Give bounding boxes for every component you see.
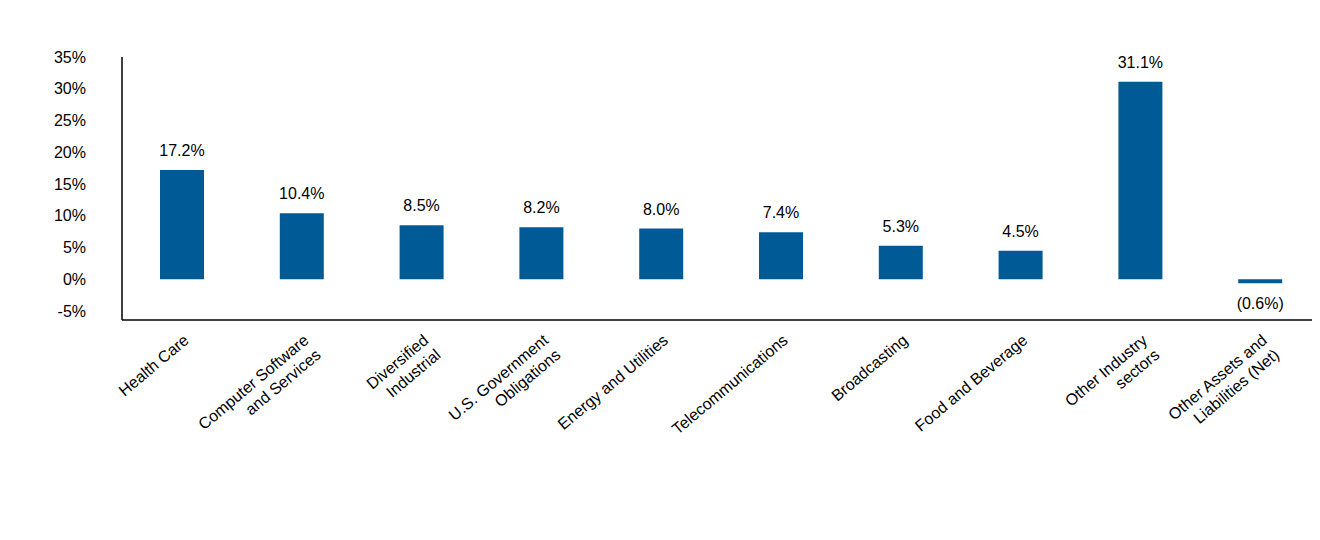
svg-text:0%: 0% [63, 271, 86, 288]
svg-text:5.3%: 5.3% [883, 218, 919, 235]
svg-text:Telecommunications: Telecommunications [669, 331, 791, 437]
svg-text:20%: 20% [54, 144, 86, 161]
svg-text:-5%: -5% [58, 303, 86, 320]
svg-text:4.5%: 4.5% [1002, 223, 1038, 240]
svg-text:35%: 35% [54, 49, 86, 66]
svg-text:Food and Beverage: Food and Beverage [912, 331, 1031, 434]
svg-text:10%: 10% [54, 207, 86, 224]
svg-text:Broadcasting: Broadcasting [828, 331, 910, 404]
svg-text:Other Assets andLiabilities (N: Other Assets andLiabilities (Net) [1165, 331, 1282, 437]
svg-text:10.4%: 10.4% [279, 185, 324, 202]
svg-text:17.2%: 17.2% [159, 142, 204, 159]
svg-text:5%: 5% [63, 239, 86, 256]
svg-text:31.1%: 31.1% [1118, 54, 1163, 71]
svg-text:7.4%: 7.4% [763, 204, 799, 221]
svg-text:Other Industrysectors: Other Industrysectors [1062, 331, 1163, 424]
svg-text:Energy and Utilities: Energy and Utilities [555, 331, 672, 433]
svg-text:25%: 25% [54, 112, 86, 129]
svg-text:Health Care: Health Care [115, 331, 191, 399]
svg-text:DiversifiedIndustrial: DiversifiedIndustrial [363, 331, 443, 407]
svg-text:15%: 15% [54, 176, 86, 193]
svg-text:8.0%: 8.0% [643, 201, 679, 218]
svg-text:(0.6%): (0.6%) [1237, 295, 1284, 312]
svg-text:30%: 30% [54, 80, 86, 97]
svg-text:8.2%: 8.2% [523, 199, 559, 216]
svg-text:8.5%: 8.5% [403, 197, 439, 214]
svg-text:U.S. GovernmentObligations: U.S. GovernmentObligations [446, 331, 564, 438]
svg-text:Computer Softwareand Services: Computer Softwareand Services [195, 331, 324, 447]
